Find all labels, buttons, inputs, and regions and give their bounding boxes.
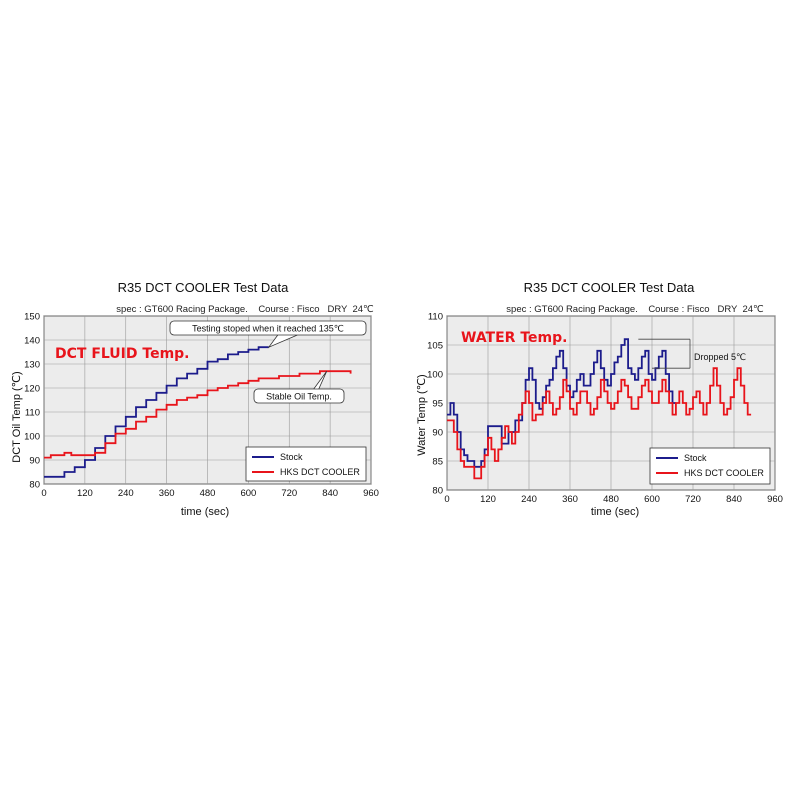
x-tick-label: 120 [480, 494, 496, 505]
dct-fluid-chart: R35 DCT COOLER Test Data spec : GT600 Ra… [11, 280, 379, 518]
x-tick-label: 840 [726, 494, 742, 505]
chart-title: R35 DCT COOLER Test Data [524, 280, 696, 295]
chart-title: R35 DCT COOLER Test Data [118, 280, 290, 295]
chart-subtitle: spec : GT600 Racing Package. Course : Fi… [506, 304, 764, 315]
water-temp-chart-panel: R35 DCT COOLER Test Data spec : GT600 Ra… [400, 270, 800, 530]
x-axis-title: time (sec) [591, 506, 639, 518]
x-tick-label: 240 [118, 488, 134, 499]
legend-label-hks: HKS DCT COOLER [684, 468, 764, 478]
legend-box [245, 446, 367, 482]
annotation-dropped: Dropped 5℃ [638, 338, 746, 369]
overlay-label: WATER Temp. [461, 330, 567, 346]
legend: Stock HKS DCT COOLER [649, 447, 771, 485]
legend-box [649, 447, 771, 485]
x-tick-label: 960 [363, 488, 379, 499]
annotation-callout: Testing stoped when it reached 135℃ [169, 320, 367, 349]
y-tick-label: 100 [24, 432, 40, 443]
y-tick-label: 105 [427, 341, 443, 352]
x-tick-label: 0 [41, 488, 46, 499]
legend-label-stock: Stock [280, 452, 303, 462]
y-axis-title: DCT Oil Temp (℃) [11, 371, 23, 462]
x-tick-label: 120 [77, 488, 93, 499]
callout-box [169, 320, 367, 336]
annotation-callout: Stable Oil Temp. [253, 370, 345, 404]
hks-series-line [44, 370, 352, 459]
x-tick-label: 360 [159, 488, 175, 499]
x-tick-label: 840 [322, 488, 338, 499]
water-temp-chart: R35 DCT COOLER Test Data spec : GT600 Ra… [416, 280, 783, 518]
stock-series-line [447, 338, 676, 468]
y-tick-label: 120 [24, 384, 40, 395]
x-tick-label: 600 [240, 488, 256, 499]
stock-series-line [44, 346, 269, 478]
x-tick-label: 240 [521, 494, 537, 505]
y-tick-label: 100 [427, 370, 443, 381]
callout-text: Stable Oil Temp. [266, 392, 332, 402]
y-tick-label: 110 [428, 312, 443, 323]
y-tick-label: 85 [432, 457, 443, 468]
x-tick-label: 360 [562, 494, 578, 505]
dropped-label: Dropped 5℃ [694, 352, 746, 362]
y-tick-label: 110 [25, 408, 40, 419]
legend-label-hks: HKS DCT COOLER [280, 467, 360, 477]
x-tick-label: 720 [685, 494, 701, 505]
y-tick-label: 90 [432, 428, 443, 439]
hks-series-line [447, 367, 752, 480]
y-tick-label: 140 [24, 336, 40, 347]
x-tick-label: 0 [444, 494, 449, 505]
x-tick-label: 480 [603, 494, 619, 505]
overlay-label: DCT FLUID Temp. [55, 346, 190, 362]
x-axis-title: time (sec) [181, 506, 229, 518]
y-axis-title: Water Temp (℃) [416, 374, 428, 455]
x-tick-label: 600 [644, 494, 660, 505]
x-tick-label: 720 [281, 488, 297, 499]
callout-pointer [267, 334, 298, 349]
callout-text: Testing stoped when it reached 135℃ [192, 324, 344, 334]
x-tick-label: 480 [200, 488, 216, 499]
dct-fluid-chart-panel: R35 DCT COOLER Test Data spec : GT600 Ra… [0, 270, 400, 530]
y-tick-label: 130 [24, 360, 40, 371]
y-tick-label: 80 [29, 480, 40, 491]
legend-label-stock: Stock [684, 453, 707, 463]
legend: Stock HKS DCT COOLER [245, 446, 367, 482]
y-tick-label: 90 [29, 456, 40, 467]
x-tick-label: 960 [767, 494, 783, 505]
y-tick-label: 95 [432, 399, 443, 410]
chart-subtitle: spec : GT600 Racing Package. Course : Fi… [116, 304, 374, 315]
y-tick-label: 150 [24, 312, 40, 323]
callout-box [253, 388, 345, 404]
y-tick-label: 80 [432, 486, 443, 497]
